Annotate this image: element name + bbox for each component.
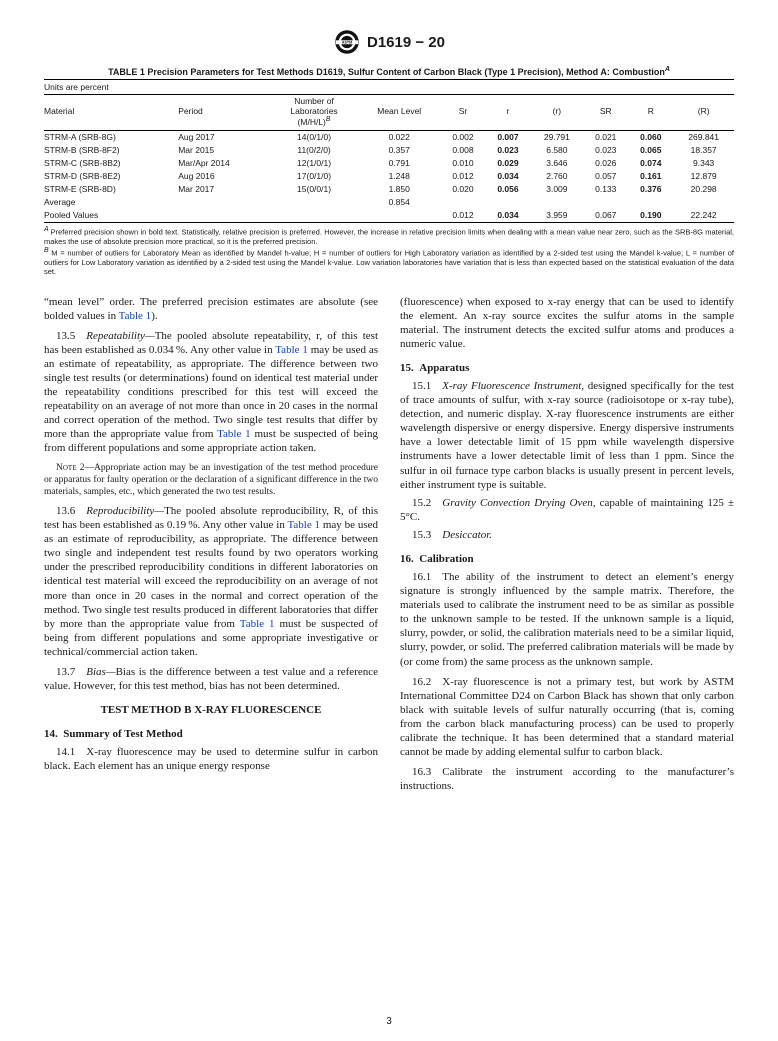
note-label: Note (56, 463, 76, 473)
section-16-heading: 16. Calibration (400, 552, 734, 566)
table1-link[interactable]: Table 1 (287, 519, 320, 531)
reproducibility-head: Reproducibility— (86, 505, 164, 517)
table-row-pooled: Pooled Values0.0120.0343.9590.0670.19022… (44, 209, 734, 223)
table1-link[interactable]: Table 1 (240, 618, 275, 630)
section-16-1: 16.1 The ability of the instrument to de… (400, 570, 734, 669)
standard-header: ASTM D1619 − 20 (44, 28, 734, 56)
section-15-heading: 15. Apparatus (400, 361, 734, 375)
section-14-1: 14.1 X-ray fluorescence may be used to d… (44, 745, 378, 773)
table-head-row: Material Period Number ofLaboratories(M/… (44, 94, 734, 130)
table-caption-sup: A (665, 66, 670, 73)
left-column: “mean level” order. The preferred precis… (44, 295, 378, 794)
left-lead-in: “mean level” order. The preferred precis… (44, 296, 378, 322)
col-sr: Sr (440, 94, 485, 130)
body-columns: “mean level” order. The preferred precis… (44, 295, 734, 794)
col-SR: SR (583, 94, 628, 130)
col-material: Material (44, 94, 175, 130)
col-labs: Number ofLaboratories(M/H/L)B (270, 94, 358, 130)
oven-head: Gravity Convection Drying Oven, (442, 497, 595, 509)
desiccator-head: Desiccator. (442, 529, 492, 541)
table-caption-text: TABLE 1 Precision Parameters for Test Me… (108, 67, 665, 77)
page-container: ASTM D1619 − 20 TABLE 1 Precision Parame… (0, 0, 778, 1041)
col-R: R (628, 94, 673, 130)
col-Rp: (R) (673, 94, 734, 130)
table-caption: TABLE 1 Precision Parameters for Test Me… (44, 66, 734, 77)
note-2-body: 2—Appropriate action may be an investiga… (44, 463, 378, 497)
section-16-2: 16.2 X-ray fluorescence is not a primary… (400, 675, 734, 759)
designation-number: D1619 − 20 (367, 34, 445, 51)
table-row: STRM-E (SRB-8D)Mar 201715(0/0/1)1.8500.0… (44, 183, 734, 196)
method-b-heading: TEST METHOD B X-RAY FLUORESCENCE (44, 703, 378, 717)
precision-table: Units are percent Material Period Number… (44, 79, 734, 277)
right-column: (fluorescence) when exposed to x-ray ene… (400, 295, 734, 794)
table-row: STRM-B (SRB-8F2)Mar 201511(0/2/0)0.3570.… (44, 144, 734, 157)
astm-logo: ASTM (333, 28, 361, 56)
col-r: r (485, 94, 530, 130)
xrf-instrument-head: X-ray Fluorescence Instrument, (442, 380, 584, 392)
table-row-average: Average0.854 (44, 196, 734, 209)
table1-link[interactable]: Table 1 (275, 344, 308, 356)
footnote-b: M = number of outliers for Laboratory Me… (44, 249, 734, 277)
repeatability-head: Repeatability— (86, 330, 154, 342)
page-number: 3 (0, 1016, 778, 1027)
footnote-a: Preferred precision shown in bold text. … (44, 227, 734, 245)
bias-head: Bias— (86, 666, 115, 678)
col-period: Period (175, 94, 270, 130)
table-row: STRM-D (SRB-8E2)Aug 201617(0/1/0)1.2480.… (44, 170, 734, 183)
col-labs-sup: B (326, 116, 331, 123)
col-rp: (r) (530, 94, 583, 130)
section-14-heading: 14. Summary of Test Method (44, 727, 378, 741)
table-row: STRM-C (SRB-8B2)Mar/Apr 201412(1/0/1)0.7… (44, 157, 734, 170)
table1-link[interactable]: Table 1 (217, 428, 251, 440)
table-footnotes: A Preferred precision shown in bold text… (44, 226, 734, 277)
table-row: STRM-A (SRB-8G)Aug 201714(0/1/0)0.0220.0… (44, 130, 734, 144)
right-lead-in: (fluorescence) when exposed to x-ray ene… (400, 295, 734, 351)
col-mean: Mean Level (358, 94, 440, 130)
units-label: Units are percent (44, 80, 734, 95)
section-16-3: 16.3 Calibrate the instrument according … (400, 765, 734, 793)
table1-link[interactable]: Table 1 (119, 310, 152, 322)
svg-text:ASTM: ASTM (342, 40, 352, 44)
